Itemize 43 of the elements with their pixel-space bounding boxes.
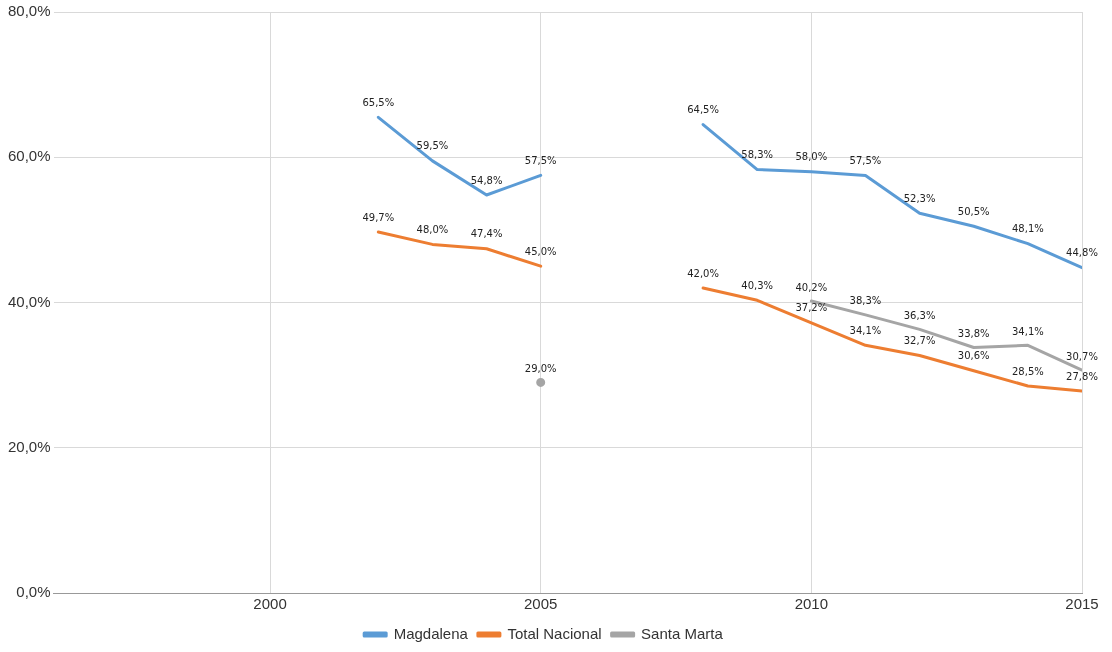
data-label: 40,3% (741, 279, 774, 291)
data-label: 34,1% (1011, 325, 1044, 337)
data-label: 37,2% (795, 302, 828, 314)
data-label: 57,5% (524, 155, 557, 166)
x-tick-label: 2010 (794, 595, 829, 613)
data-label: 65,5% (362, 96, 395, 108)
data-label: 34,1% (849, 324, 882, 336)
y-tick-label: 0,0% (16, 583, 51, 601)
data-label: 54,8% (470, 174, 503, 186)
data-label: 64,5% (687, 104, 719, 116)
data-label: 59,5% (416, 140, 449, 152)
data-label: 38,3% (849, 295, 882, 307)
data-label: 50,5% (957, 205, 990, 217)
data-label: 48,0% (416, 223, 449, 235)
x-tick-label: 2000 (253, 595, 287, 613)
data-label: 29,0% (524, 362, 557, 374)
data-label: 45,0% (524, 245, 557, 257)
y-tick-label: 60,0% (7, 147, 51, 165)
data-label: 52,3% (903, 192, 936, 204)
data-label: 42,0% (687, 267, 719, 279)
data-label: 30,7% (1066, 350, 1098, 362)
data-label: 28,5% (1011, 365, 1044, 377)
legend-label: Magdalena (393, 624, 469, 642)
x-tick-label: 2005 (524, 595, 558, 613)
data-label: 33,8% (957, 328, 990, 340)
y-tick-label: 20,0% (7, 437, 51, 455)
data-label: 32,7% (903, 335, 936, 347)
data-label: 40,2% (795, 281, 828, 293)
data-label: 36,3% (903, 309, 936, 321)
y-tick-label: 40,0% (7, 292, 51, 310)
data-label: 44,8% (1066, 247, 1098, 259)
data-label: 58,0% (795, 151, 828, 163)
data-label: 58,3% (741, 149, 774, 161)
x-tick-label: 2015 (1065, 595, 1099, 613)
y-tick-label: 80,0% (7, 2, 51, 20)
data-label: 27,8% (1066, 370, 1098, 382)
data-label: 57,5% (849, 155, 882, 166)
data-label: 48,1% (1011, 223, 1044, 235)
data-label: 30,6% (957, 350, 990, 362)
legend-label: Santa Marta (641, 624, 724, 642)
data-label: 49,7% (362, 211, 395, 223)
data-label: 47,4% (470, 228, 503, 240)
legend-label: Total Nacional (507, 624, 602, 642)
